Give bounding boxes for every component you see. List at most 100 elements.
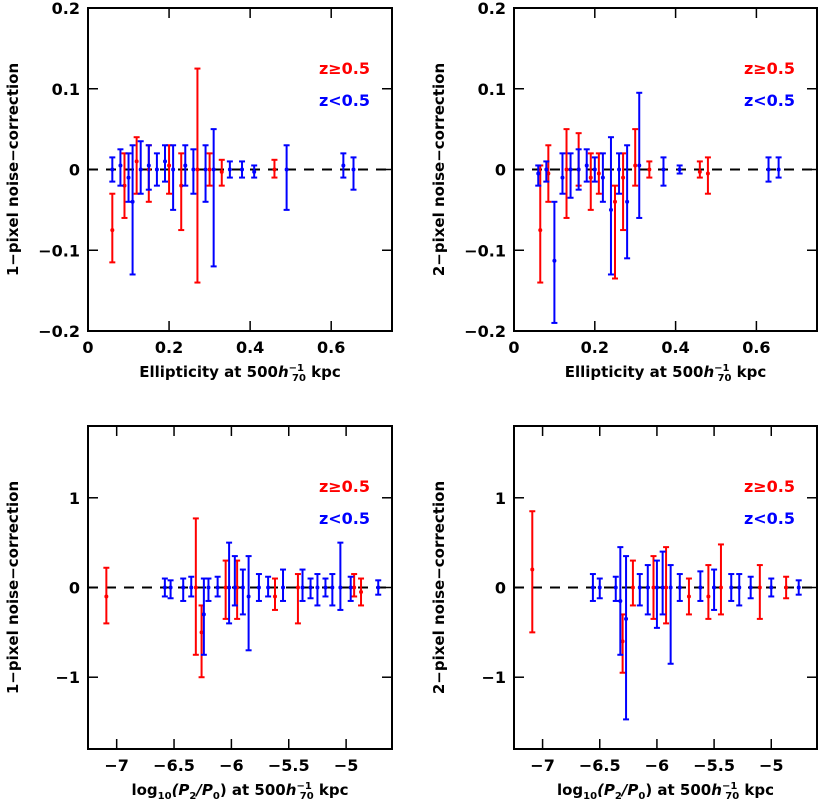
y-tick-label: 0 — [69, 579, 80, 598]
point-marker — [240, 585, 245, 590]
point-marker — [171, 167, 176, 172]
point-marker — [330, 585, 335, 590]
point-marker — [757, 585, 762, 590]
point-marker — [272, 594, 277, 599]
data-point — [129, 144, 136, 276]
data-point — [329, 573, 336, 607]
x-tick-label: 0.2 — [155, 338, 183, 357]
data-point — [736, 573, 743, 607]
point-marker — [246, 594, 251, 599]
point-marker — [252, 169, 257, 174]
point-marker — [654, 585, 659, 590]
data-point — [599, 152, 606, 203]
data-point — [595, 152, 602, 195]
point-marker — [130, 199, 135, 204]
data-point — [226, 160, 233, 179]
point-marker — [348, 585, 353, 590]
x-tick-label: 0 — [508, 338, 519, 357]
data-point — [705, 564, 712, 620]
x-tick-label: −5.5 — [693, 756, 735, 775]
data-point — [245, 555, 252, 652]
data-point — [563, 128, 570, 219]
data-point — [167, 579, 174, 600]
point-marker — [737, 585, 742, 590]
data-point — [623, 555, 630, 721]
y-tick-label: −0.1 — [38, 241, 80, 260]
data-point — [299, 568, 306, 602]
point-marker — [677, 167, 682, 172]
point-marker — [219, 169, 224, 174]
point-marker — [766, 167, 771, 172]
point-marker — [544, 167, 549, 172]
point-marker — [613, 585, 618, 590]
data-point — [646, 160, 653, 179]
data-point — [162, 144, 169, 183]
data-point — [587, 152, 594, 211]
data-point — [617, 546, 624, 656]
data-point — [239, 568, 246, 616]
data-point — [210, 128, 217, 268]
point-marker — [163, 159, 168, 164]
data-point — [239, 160, 246, 179]
x-tick-label: 0.4 — [661, 338, 689, 357]
data-point — [109, 156, 116, 183]
data-point — [567, 152, 574, 199]
data-point — [696, 160, 703, 179]
x-tick-label: 0.2 — [581, 338, 609, 357]
point-marker — [138, 167, 143, 172]
point-marker — [588, 175, 593, 180]
panel-bottom-left: −7 −6.5 −6 −5.5 −5 −1 0 1 z≥0.5 z<0.5 1−pixel nois… — [4, 425, 393, 802]
data-point — [756, 564, 763, 620]
data-point — [375, 579, 382, 596]
data-point — [589, 573, 596, 602]
point-marker — [146, 163, 151, 168]
legend-low-z: z<0.5 — [744, 509, 795, 528]
point-marker — [359, 589, 364, 594]
y-axis-label: 1−pixel noise−correction — [4, 481, 22, 694]
point-marker — [625, 199, 630, 204]
data-point — [775, 156, 782, 179]
point-marker — [661, 167, 666, 172]
y-axis-label: 2−pixel noise−correction — [430, 63, 448, 276]
data-point — [765, 156, 772, 183]
legend-high-z: z≥0.5 — [319, 477, 370, 496]
point-marker — [315, 585, 320, 590]
point-marker — [784, 585, 789, 590]
x-axis-label: log10(P2/P0) at 500h−1 70 kpc — [131, 781, 348, 802]
x-axis-label: Ellipticity at 500h−1 70 kpc — [139, 363, 341, 384]
legend-high-z: z≥0.5 — [744, 59, 795, 78]
data-point — [676, 573, 683, 602]
point-marker — [698, 585, 703, 590]
data-point — [685, 577, 692, 616]
point-marker — [118, 163, 123, 168]
data-point — [768, 577, 775, 598]
data-point — [170, 144, 177, 211]
x-axis-label: Ellipticity at 500h−1 70 kpc — [565, 363, 767, 384]
y-tick-label: 0 — [69, 161, 80, 180]
data-point — [607, 136, 614, 276]
data-point — [653, 559, 660, 629]
point-marker — [195, 167, 200, 172]
x-tick-label: −6 — [645, 756, 670, 775]
point-marker — [590, 585, 595, 590]
x-axis-label: log10(P2/P0) at 500h−1 70 kpc — [557, 781, 774, 802]
data-point — [667, 564, 674, 665]
point-marker — [189, 585, 194, 590]
point-marker — [227, 167, 232, 172]
point-marker — [624, 616, 629, 621]
data-point — [161, 577, 168, 598]
data-point — [322, 577, 329, 598]
point-marker — [232, 585, 237, 590]
point-marker — [705, 171, 710, 176]
point-marker — [697, 169, 702, 174]
data-point — [182, 144, 189, 187]
point-marker — [769, 585, 774, 590]
point-marker — [618, 598, 623, 603]
point-marker — [183, 163, 188, 168]
point-marker — [256, 585, 261, 590]
y-axis-label: 1−pixel noise−correction — [4, 63, 22, 276]
y-tick-label: 0.1 — [52, 80, 80, 99]
y-axis-label: 2−pixel noise−correction — [430, 481, 448, 694]
point-marker — [308, 585, 313, 590]
point-marker — [240, 167, 245, 172]
